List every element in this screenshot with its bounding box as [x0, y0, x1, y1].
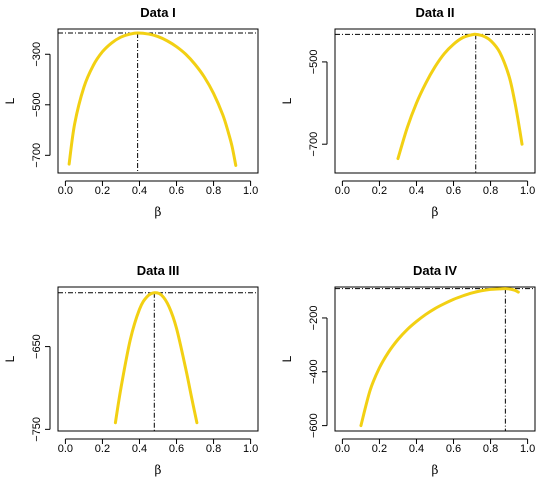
- x-tick-label: 0.4: [132, 443, 147, 455]
- x-tick-label: 0.0: [335, 443, 350, 455]
- likelihood-curve: [113, 291, 199, 425]
- x-axis-label: β: [432, 463, 439, 477]
- x-tick-label: 0.4: [132, 185, 147, 197]
- x-tick-label: 0.0: [335, 185, 350, 197]
- x-axis-label: β: [155, 463, 162, 477]
- x-tick-label: 0.2: [372, 443, 387, 455]
- y-tick-label: −600: [308, 413, 320, 438]
- x-tick-label: 0.8: [483, 185, 498, 197]
- chart-title: Data II: [415, 5, 454, 20]
- x-tick-label: 0.4: [409, 443, 424, 455]
- panel-2: Data II 0.0 0.2 0.4 0.6 0.8 1.0 −500 −700 β L: [280, 5, 536, 219]
- plot-frame: [57, 28, 259, 174]
- x-tick-label: 0.2: [372, 185, 387, 197]
- x-tick-label: 0.6: [446, 443, 461, 455]
- y-tick-label: −750: [31, 417, 43, 442]
- y-tick-label: −300: [31, 42, 43, 67]
- x-tick-label: 1.0: [520, 443, 535, 455]
- x-tick-label: 0.0: [58, 185, 73, 197]
- x-tick-label: 1.0: [243, 185, 258, 197]
- x-tick-label: 0.2: [95, 443, 110, 455]
- x-tick-label: 0.6: [169, 185, 184, 197]
- x-tick-label: 0.8: [483, 443, 498, 455]
- chart-title: Data I: [140, 5, 175, 20]
- x-axis-label: β: [155, 205, 162, 219]
- plot-frame: [57, 286, 259, 432]
- x-tick-label: 0.6: [446, 185, 461, 197]
- panel-4: Data IV 0.0 0.2 0.4 0.6 0.8 1.0 −200 −400 −600 β L: [280, 263, 536, 477]
- x-tick-label: 0.0: [58, 443, 73, 455]
- chart-title: Data III: [137, 263, 180, 278]
- y-axis-label: L: [3, 97, 17, 104]
- plot-frame: [334, 28, 536, 174]
- y-axis-label: L: [280, 355, 294, 362]
- x-tick-label: 0.8: [206, 443, 221, 455]
- y-axis-label: L: [3, 355, 17, 362]
- x-tick-label: 1.0: [520, 185, 535, 197]
- plot-frame: [334, 286, 536, 432]
- likelihood-curve: [396, 32, 524, 161]
- likelihood-curve: [359, 287, 520, 428]
- panel-1: Data I 0.0 0.2 0.4 0.6 0.8 1.0 −300 −500 −700 β L: [3, 5, 259, 219]
- y-tick-label: −400: [308, 359, 320, 384]
- panel-3: Data III 0.0 0.2 0.4 0.6 0.8 1.0 −650 −750 β L: [3, 263, 259, 477]
- x-tick-label: 0.4: [409, 185, 424, 197]
- y-tick-label: −700: [31, 143, 43, 168]
- y-tick-label: −200: [308, 306, 320, 331]
- y-tick-label: −650: [31, 334, 43, 359]
- x-tick-label: 0.2: [95, 185, 110, 197]
- x-tick-label: 0.6: [169, 443, 184, 455]
- x-tick-label: 0.8: [206, 185, 221, 197]
- likelihood-curve: [67, 31, 238, 167]
- y-axis-label: L: [280, 97, 294, 104]
- y-tick-label: −700: [308, 132, 320, 157]
- y-tick-label: −500: [308, 50, 320, 75]
- chart-title: Data IV: [413, 263, 457, 278]
- y-tick-label: −500: [31, 92, 43, 117]
- x-axis-label: β: [432, 205, 439, 219]
- x-tick-label: 1.0: [243, 443, 258, 455]
